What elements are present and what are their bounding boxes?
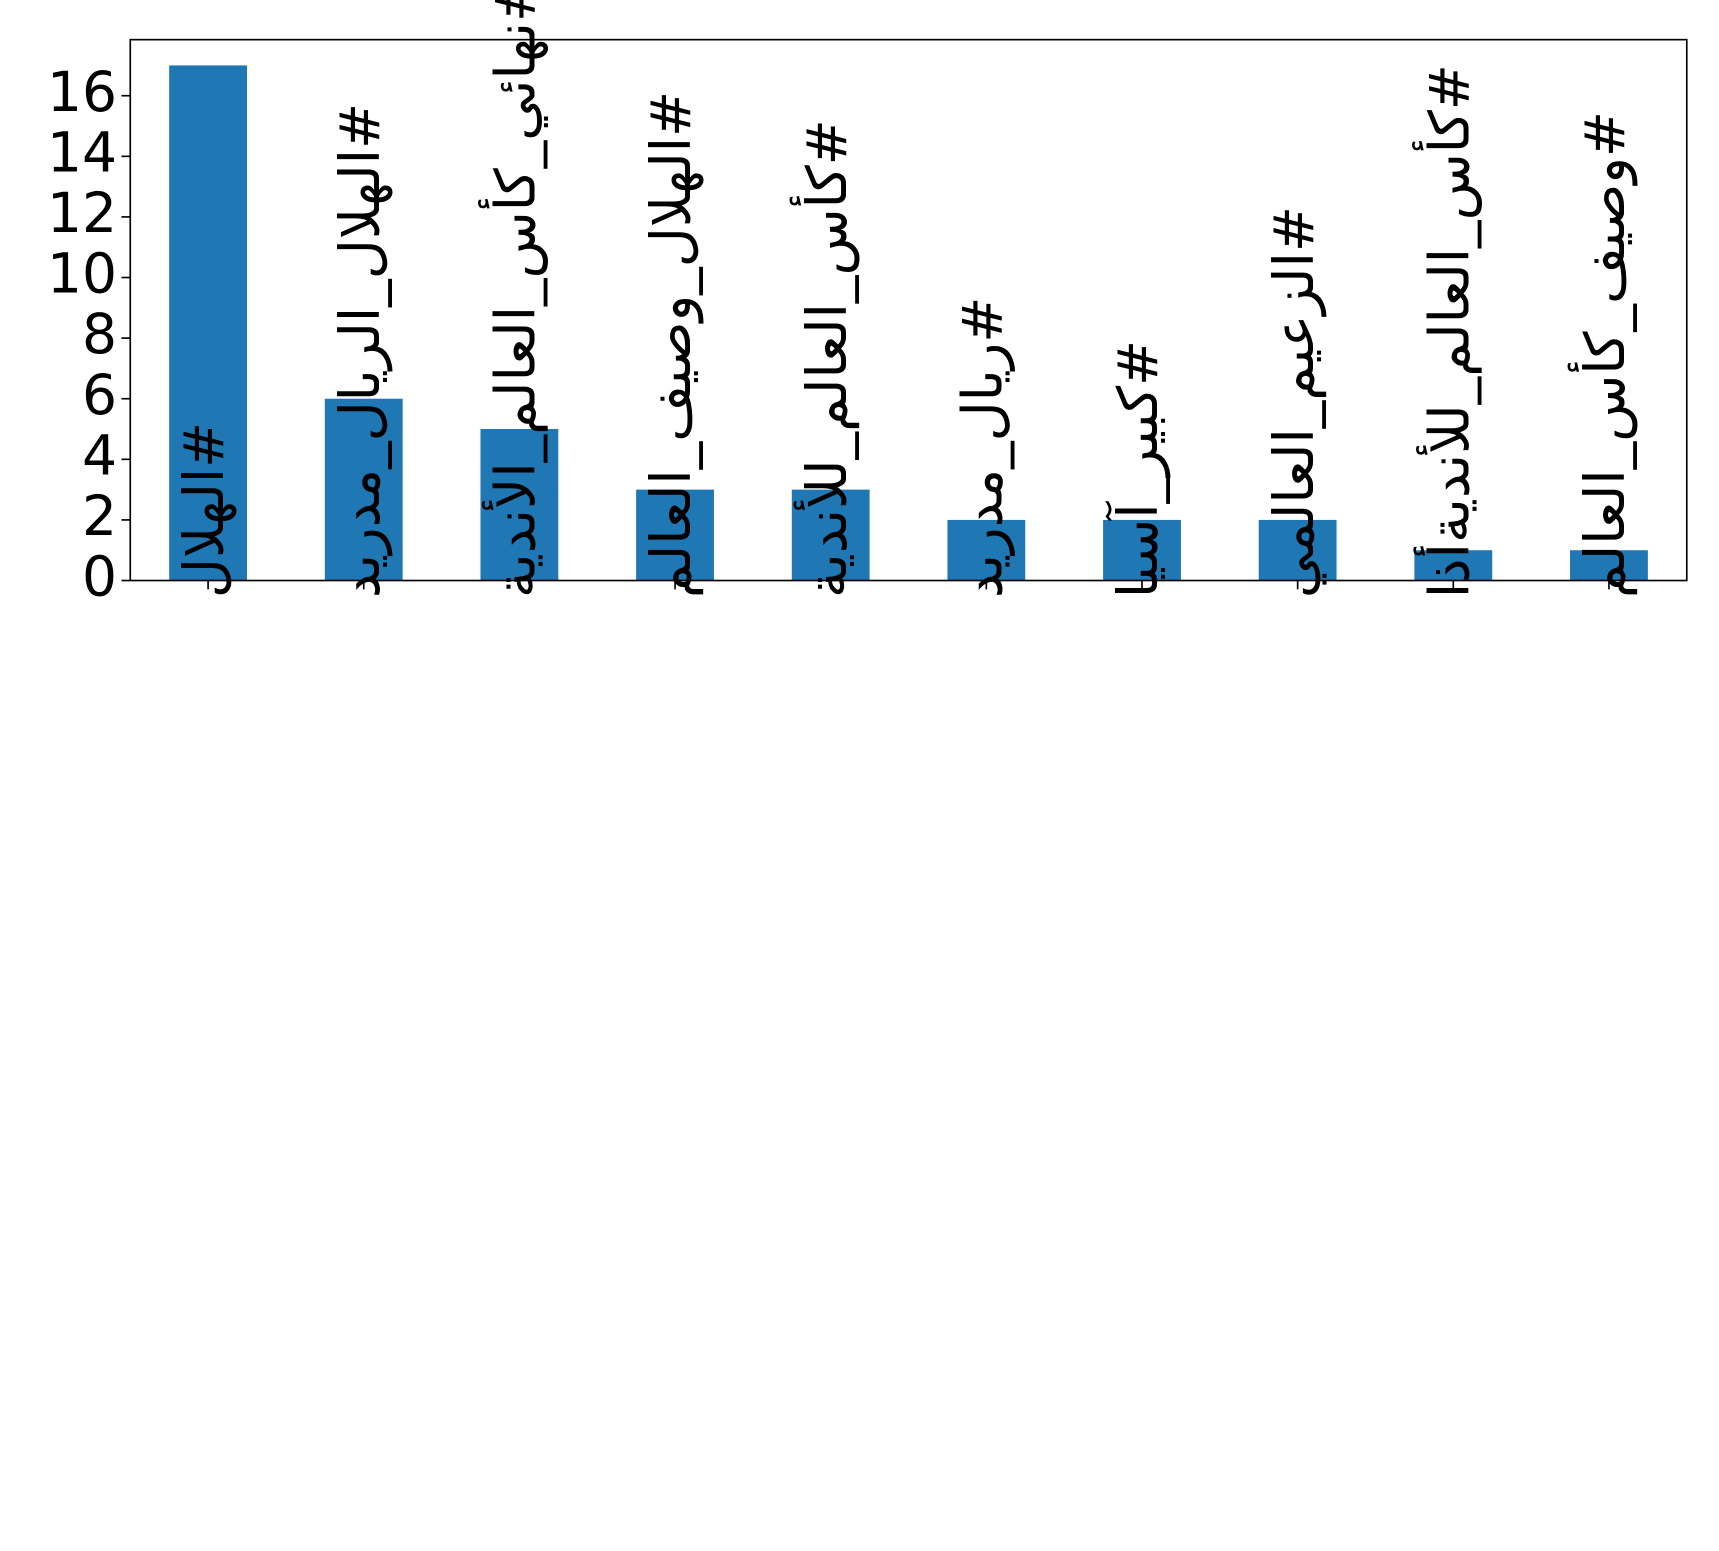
x-tick-label: #كبير_آسيا bbox=[1105, 340, 1170, 598]
bar bbox=[324, 398, 403, 581]
bar bbox=[1258, 519, 1337, 581]
y-tick-label: 6 bbox=[82, 363, 117, 427]
bar bbox=[1414, 550, 1493, 581]
x-tick-label: #الهلال_الريال_مدريد bbox=[328, 103, 393, 598]
y-tick-label: 2 bbox=[82, 484, 117, 548]
x-tick-label: #كأس_العالم_للأندية bbox=[789, 119, 860, 598]
y-tick-label: 8 bbox=[82, 302, 117, 366]
y-tick-label: 0 bbox=[82, 545, 117, 609]
x-tick-label: #كأس_العالم_للأنديةأذا bbox=[1411, 64, 1482, 598]
y-tick-label: 16 bbox=[47, 60, 117, 124]
bar bbox=[1103, 519, 1181, 581]
y-tick-label: 10 bbox=[47, 242, 117, 306]
bar bbox=[1570, 550, 1648, 581]
bar bbox=[791, 489, 870, 581]
bar bbox=[480, 429, 559, 581]
x-tick-label: #وصيف_كأس_العالم bbox=[1567, 111, 1638, 598]
plot-frame bbox=[129, 38, 1688, 582]
y-tick-label: 12 bbox=[47, 181, 117, 245]
x-tick-label: #ريال_مدريد bbox=[950, 297, 1014, 599]
x-tick-label: #الهلال bbox=[172, 422, 237, 598]
y-tick-label: 14 bbox=[47, 120, 117, 184]
bar bbox=[636, 489, 714, 581]
bar bbox=[169, 65, 248, 581]
x-tick-label: #الزعيم_العالمي bbox=[1262, 206, 1327, 598]
x-tick-label: #نهائي_كأس_العالم_الأندية bbox=[478, 0, 549, 598]
bar bbox=[947, 519, 1026, 581]
x-tick-label: #الهلال_وصيف_العالم bbox=[639, 91, 704, 598]
y-tick-label: 4 bbox=[82, 423, 117, 487]
